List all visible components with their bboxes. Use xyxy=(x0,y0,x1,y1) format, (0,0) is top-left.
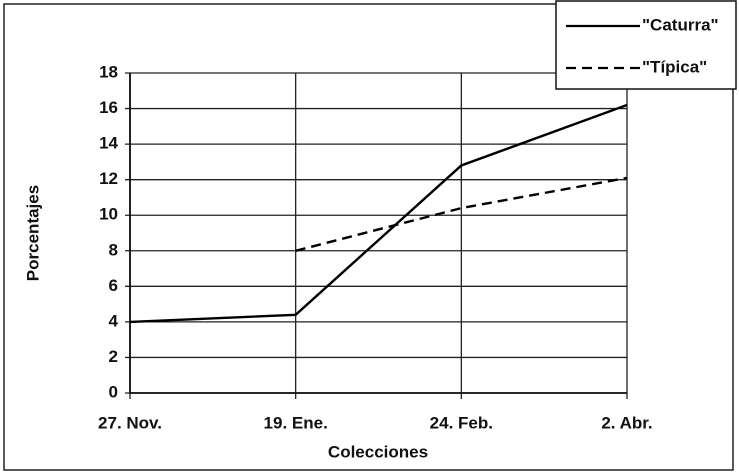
x-tick-label: 19. Ene. xyxy=(264,413,328,432)
legend-label: "Típica" xyxy=(642,57,707,76)
legend-label: "Caturra" xyxy=(642,15,719,34)
series-line xyxy=(295,176,628,252)
y-tick-label: 12 xyxy=(99,169,118,188)
x-tick-label: 27. Nov. xyxy=(98,413,162,432)
x-axis-label: Colecciones xyxy=(328,442,428,461)
y-tick-label: 16 xyxy=(99,98,118,117)
y-tick-label: 14 xyxy=(99,134,118,153)
y-tick-label: 0 xyxy=(109,382,118,401)
y-tick-label: 2 xyxy=(109,347,118,366)
y-tick-label: 6 xyxy=(109,276,118,295)
y-tick-label: 18 xyxy=(99,62,118,81)
x-tick-label: 24. Feb. xyxy=(430,413,493,432)
x-tick-label: 2. Abr. xyxy=(601,413,652,432)
y-tick-label: 4 xyxy=(109,311,119,330)
series-line xyxy=(129,103,628,324)
y-tick-label: 8 xyxy=(109,240,118,259)
y-tick-label: 10 xyxy=(99,205,118,224)
y-axis-label: Porcentajes xyxy=(23,185,42,281)
legend-box xyxy=(555,0,737,90)
